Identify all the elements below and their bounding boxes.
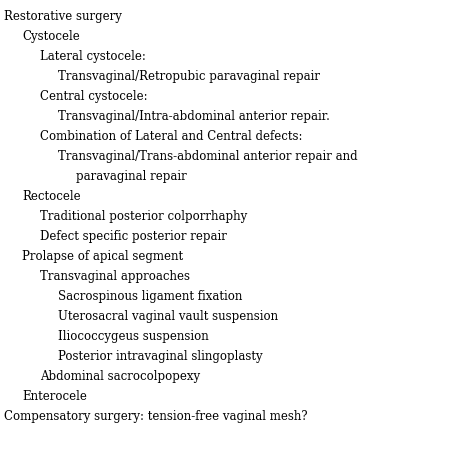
Text: Lateral cystocele:: Lateral cystocele: [40, 50, 146, 63]
Text: Uterosacral vaginal vault suspension: Uterosacral vaginal vault suspension [58, 310, 278, 323]
Text: Compensatory surgery: tension-free vaginal mesh?: Compensatory surgery: tension-free vagin… [4, 410, 308, 423]
Text: Transvaginal approaches: Transvaginal approaches [40, 270, 190, 283]
Text: Cystocele: Cystocele [22, 30, 80, 43]
Text: paravaginal repair: paravaginal repair [76, 170, 187, 183]
Text: Combination of Lateral and Central defects:: Combination of Lateral and Central defec… [40, 130, 302, 143]
Text: Central cystocele:: Central cystocele: [40, 90, 147, 103]
Text: Rectocele: Rectocele [22, 190, 81, 203]
Text: Transvaginal/Trans-abdominal anterior repair and: Transvaginal/Trans-abdominal anterior re… [58, 150, 357, 163]
Text: Defect specific posterior repair: Defect specific posterior repair [40, 230, 227, 243]
Text: Enterocele: Enterocele [22, 390, 87, 403]
Text: Restorative surgery: Restorative surgery [4, 10, 122, 23]
Text: Traditional posterior colporrhaphy: Traditional posterior colporrhaphy [40, 210, 247, 223]
Text: Transvaginal/Intra-abdominal anterior repair.: Transvaginal/Intra-abdominal anterior re… [58, 110, 330, 123]
Text: Transvaginal/Retropubic paravaginal repair: Transvaginal/Retropubic paravaginal repa… [58, 70, 320, 83]
Text: Posterior intravaginal slingoplasty: Posterior intravaginal slingoplasty [58, 350, 263, 363]
Text: Sacrospinous ligament fixation: Sacrospinous ligament fixation [58, 290, 242, 303]
Text: Abdominal sacrocolpopexy: Abdominal sacrocolpopexy [40, 370, 200, 383]
Text: Prolapse of apical segment: Prolapse of apical segment [22, 250, 183, 263]
Text: Iliococcygeus suspension: Iliococcygeus suspension [58, 330, 209, 343]
